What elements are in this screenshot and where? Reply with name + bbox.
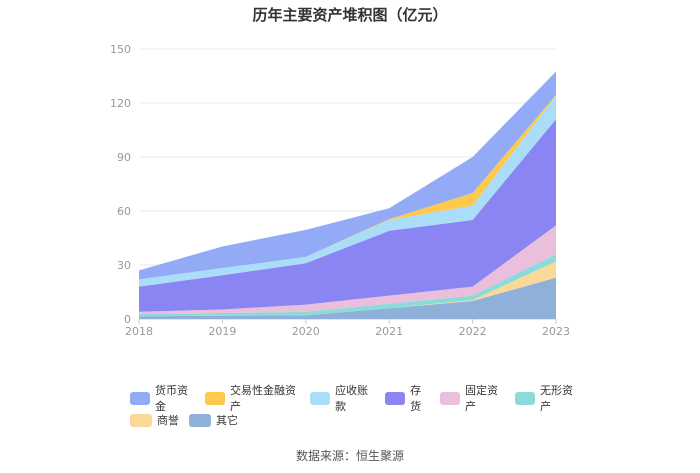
y-tick-label: 60 (117, 205, 131, 218)
legend-row: 商誉 其它 (130, 410, 590, 430)
area-series-2 (139, 254, 556, 317)
x-tick-label: 2020 (292, 325, 320, 338)
legend-item[interactable]: 应收账款 (310, 382, 375, 414)
x-tick-label: 2021 (375, 325, 403, 338)
legend-item[interactable]: 交易性金融资产 (204, 382, 300, 414)
legend-label: 存货 (410, 384, 422, 413)
legend-item[interactable]: 存货 (385, 382, 430, 414)
legend-swatch (440, 391, 460, 405)
y-tick-label: 0 (124, 313, 131, 326)
area-series-3 (139, 225, 556, 314)
stacked-area-chart: 0 30 60 90 120 150 2018 2019 2020 2021 2022 2023 (110, 43, 570, 338)
data-source-note: 数据来源：恒生聚源 (295, 449, 404, 463)
legend-swatch (189, 413, 211, 427)
y-tick-label: 30 (117, 259, 131, 272)
legend-swatch (204, 391, 226, 405)
legend-label: 商誉 (157, 414, 179, 427)
legend-item[interactable]: 货币资金 (130, 382, 195, 414)
y-tick-label: 90 (117, 151, 131, 164)
legend-label: 无形资产 (539, 384, 573, 413)
x-tick-label: 2018 (125, 325, 153, 338)
x-tick-label: 2022 (459, 325, 487, 338)
legend-swatch (514, 391, 535, 405)
area-series-7 (139, 71, 556, 280)
legend-item[interactable]: 商誉 (130, 412, 179, 428)
x-tick-label: 2023 (542, 325, 570, 338)
y-tick-label: 120 (110, 97, 131, 110)
legend-swatch (130, 391, 150, 405)
legend-label: 应收账款 (335, 384, 369, 413)
chart-title: 历年主要资产堆积图（亿元） (252, 6, 448, 24)
legend-swatch (385, 391, 406, 405)
legend: 货币资金 交易性金融资产 应收账款 存货 固定资产 无形资产 商誉 其它 (130, 384, 590, 432)
area-series-4 (139, 119, 556, 312)
area-series-1 (139, 261, 556, 317)
legend-item[interactable]: 固定资产 (440, 382, 505, 414)
legend-swatch (310, 391, 331, 405)
legend-row: 货币资金 交易性金融资产 应收账款 存货 固定资产 无形资产 (130, 384, 590, 413)
x-tick-label: 2019 (208, 325, 236, 338)
area-series-0 (139, 277, 556, 319)
legend-swatch (130, 413, 152, 427)
legend-label: 固定资产 (465, 384, 498, 413)
legend-item[interactable]: 无形资产 (514, 382, 580, 414)
legend-label: 其它 (216, 414, 238, 427)
legend-label: 货币资金 (155, 384, 188, 413)
y-tick-label: 150 (110, 43, 131, 56)
legend-label: 交易性金融资产 (230, 384, 297, 413)
legend-item[interactable]: 其它 (189, 412, 238, 428)
